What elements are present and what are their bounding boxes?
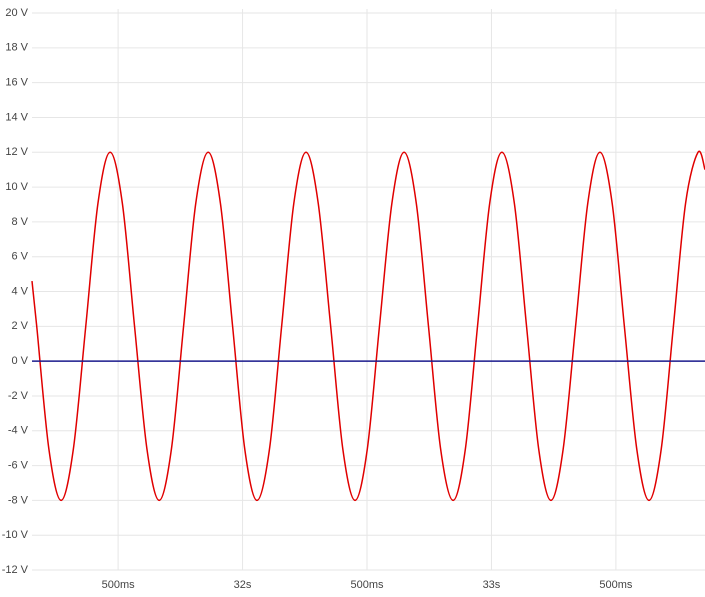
y-tick-label: 16 V [5,77,28,89]
y-tick-label: -4 V [8,425,29,437]
x-tick-label: 500ms [102,579,136,591]
y-tick-label: -8 V [8,494,29,506]
x-tick-label: 500ms [599,579,633,591]
x-tick-label: 500ms [350,579,384,591]
y-tick-label: 14 V [5,111,28,123]
y-tick-label: 20 V [5,7,28,19]
y-tick-label: 6 V [11,251,28,263]
y-tick-label: 12 V [5,146,28,158]
y-tick-label: 18 V [5,42,28,54]
y-tick-label: 2 V [11,320,28,332]
y-tick-label: -6 V [8,459,29,471]
y-tick-label: 4 V [11,285,28,297]
x-tick-label: 32s [234,579,252,591]
series-line [31,150,705,502]
x-tick-label: 33s [483,579,501,591]
y-tick-label: 8 V [11,216,28,228]
y-tick-label: -2 V [8,390,29,402]
y-tick-label: -12 V [2,564,29,576]
y-tick-label: 10 V [5,181,28,193]
y-tick-label: 0 V [11,355,28,367]
y-tick-label: -10 V [2,529,29,541]
